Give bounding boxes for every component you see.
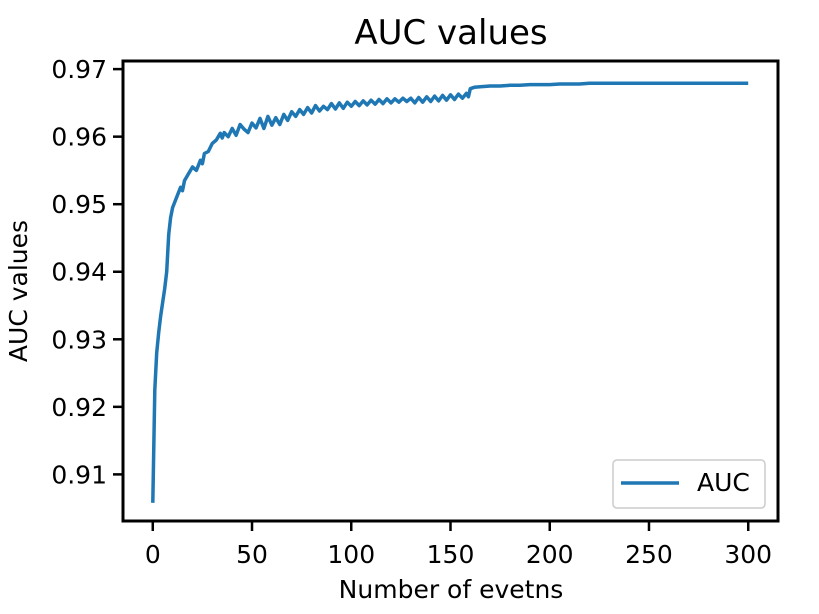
chart-title: AUC values xyxy=(354,13,547,53)
axes-frame xyxy=(121,59,780,523)
y-tick-label: 0.96 xyxy=(51,123,107,152)
y-tick-label: 0.91 xyxy=(51,460,107,489)
y-tick-label: 0.93 xyxy=(51,325,107,354)
x-tick-label: 250 xyxy=(625,540,673,569)
x-tick-label: 150 xyxy=(427,540,475,569)
x-axis-label: Number of evetns xyxy=(339,575,564,604)
y-axis-label: AUC values xyxy=(4,220,33,362)
x-tick-label: 50 xyxy=(236,540,268,569)
x-tick-label: 0 xyxy=(145,540,161,569)
y-tick-label: 0.95 xyxy=(51,190,107,219)
x-tick-label: 200 xyxy=(526,540,574,569)
axis-ticks: 0 50 100 150 200 250 300 0.91 0.92 0.93 0.94 0.95 0.… xyxy=(51,55,772,569)
y-tick-label: 0.97 xyxy=(51,55,107,84)
y-tick-label: 0.92 xyxy=(51,393,107,422)
x-tick-label: 100 xyxy=(327,540,375,569)
legend-box xyxy=(612,459,766,509)
y-tick-label: 0.94 xyxy=(51,258,107,287)
plot-area xyxy=(151,81,749,503)
legend-label-auc: AUC xyxy=(697,468,750,497)
series-line-auc xyxy=(151,81,749,503)
x-tick-label: 300 xyxy=(724,540,772,569)
legend: AUC xyxy=(612,459,766,509)
